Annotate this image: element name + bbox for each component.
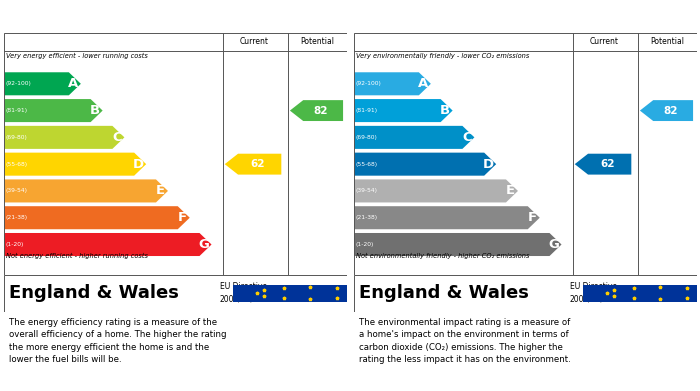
Text: F: F <box>528 211 537 224</box>
Text: A: A <box>68 77 78 90</box>
Text: Current: Current <box>239 38 268 47</box>
Text: 62: 62 <box>600 159 615 169</box>
Text: (55-68): (55-68) <box>6 161 28 167</box>
Text: England & Wales: England & Wales <box>358 284 528 302</box>
Text: (55-68): (55-68) <box>356 161 378 167</box>
Polygon shape <box>290 100 343 121</box>
Polygon shape <box>640 100 693 121</box>
Text: 82: 82 <box>664 106 678 116</box>
Polygon shape <box>4 233 211 256</box>
Text: The energy efficiency rating is a measure of the
overall efficiency of a home. T: The energy efficiency rating is a measur… <box>8 317 226 364</box>
Text: Very environmentally friendly - lower CO₂ emissions: Very environmentally friendly - lower CO… <box>356 53 530 59</box>
Text: (1-20): (1-20) <box>6 242 24 247</box>
Polygon shape <box>354 99 453 122</box>
Text: Not energy efficient - higher running costs: Not energy efficient - higher running co… <box>6 253 148 259</box>
Text: 82: 82 <box>314 106 328 116</box>
Bar <box>233 285 388 302</box>
Text: Very energy efficient - lower running costs: Very energy efficient - lower running co… <box>6 53 148 59</box>
Text: Current: Current <box>589 38 618 47</box>
Text: Potential: Potential <box>300 38 335 47</box>
Text: B: B <box>90 104 100 117</box>
Text: (1-20): (1-20) <box>356 242 374 247</box>
Text: 62: 62 <box>250 159 265 169</box>
Polygon shape <box>4 152 146 176</box>
Text: (92-100): (92-100) <box>6 81 32 86</box>
Text: The environmental impact rating is a measure of
a home's impact on the environme: The environmental impact rating is a mea… <box>358 317 570 364</box>
Text: (39-54): (39-54) <box>6 188 27 194</box>
Text: Environmental Impact (CO₂) Rating: Environmental Impact (CO₂) Rating <box>358 10 591 23</box>
Polygon shape <box>4 99 103 122</box>
Text: C: C <box>112 131 122 144</box>
Polygon shape <box>4 126 125 149</box>
Polygon shape <box>225 154 281 175</box>
Text: (69-80): (69-80) <box>6 135 27 140</box>
Text: England & Wales: England & Wales <box>8 284 178 302</box>
Text: EU Directive
2002/91/EC: EU Directive 2002/91/EC <box>570 282 617 304</box>
Text: B: B <box>440 104 450 117</box>
Polygon shape <box>4 206 190 229</box>
Text: EU Directive
2002/91/EC: EU Directive 2002/91/EC <box>220 282 267 304</box>
Text: (21-38): (21-38) <box>356 215 378 220</box>
Polygon shape <box>4 72 80 95</box>
Polygon shape <box>354 126 475 149</box>
Polygon shape <box>354 152 496 176</box>
Text: G: G <box>548 238 559 251</box>
Text: (69-80): (69-80) <box>356 135 377 140</box>
Text: (81-91): (81-91) <box>6 108 28 113</box>
Text: Not environmentally friendly - higher CO₂ emissions: Not environmentally friendly - higher CO… <box>356 253 530 259</box>
Polygon shape <box>354 206 540 229</box>
Text: (39-54): (39-54) <box>356 188 377 194</box>
Text: (81-91): (81-91) <box>356 108 378 113</box>
Text: E: E <box>506 185 515 197</box>
Bar <box>583 285 700 302</box>
Text: D: D <box>132 158 144 170</box>
Polygon shape <box>354 72 430 95</box>
Polygon shape <box>575 154 631 175</box>
Polygon shape <box>354 179 518 203</box>
Polygon shape <box>354 233 561 256</box>
Text: (92-100): (92-100) <box>356 81 382 86</box>
Text: Potential: Potential <box>650 38 685 47</box>
Text: Energy Efficiency Rating: Energy Efficiency Rating <box>8 10 171 23</box>
Text: (21-38): (21-38) <box>6 215 28 220</box>
Text: G: G <box>198 238 209 251</box>
Text: A: A <box>418 77 428 90</box>
Polygon shape <box>4 179 168 203</box>
Text: C: C <box>462 131 472 144</box>
Text: D: D <box>482 158 493 170</box>
Text: F: F <box>178 211 187 224</box>
Text: E: E <box>156 185 165 197</box>
